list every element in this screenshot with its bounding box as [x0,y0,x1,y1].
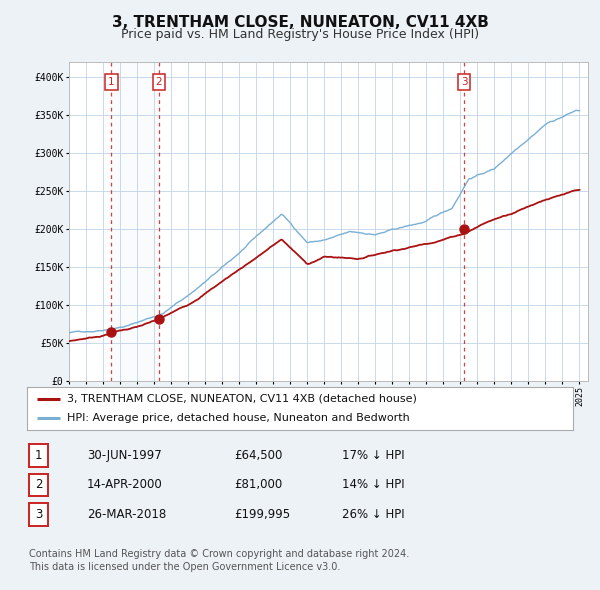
Text: 26% ↓ HPI: 26% ↓ HPI [342,508,404,521]
Text: 17% ↓ HPI: 17% ↓ HPI [342,449,404,462]
Text: £64,500: £64,500 [234,449,283,462]
Text: 2: 2 [155,77,162,87]
Text: 1: 1 [35,449,42,462]
Bar [112,62,159,381]
Text: 3: 3 [35,508,42,521]
Text: HPI: Average price, detached house, Nuneaton and Bedworth: HPI: Average price, detached house, Nune… [67,413,410,423]
Text: Contains HM Land Registry data © Crown copyright and database right 2024.: Contains HM Land Registry data © Crown c… [29,549,409,559]
Text: 14% ↓ HPI: 14% ↓ HPI [342,478,404,491]
Text: £81,000: £81,000 [234,478,282,491]
Text: 3: 3 [461,77,467,87]
Text: 3, TRENTHAM CLOSE, NUNEATON, CV11 4XB (detached house): 3, TRENTHAM CLOSE, NUNEATON, CV11 4XB (d… [67,394,417,404]
Text: 26-MAR-2018: 26-MAR-2018 [87,508,166,521]
Text: 2: 2 [35,478,42,491]
Text: Price paid vs. HM Land Registry's House Price Index (HPI): Price paid vs. HM Land Registry's House … [121,28,479,41]
Text: 3, TRENTHAM CLOSE, NUNEATON, CV11 4XB: 3, TRENTHAM CLOSE, NUNEATON, CV11 4XB [112,15,488,30]
Text: 1: 1 [108,77,115,87]
Text: 14-APR-2000: 14-APR-2000 [87,478,163,491]
Text: 30-JUN-1997: 30-JUN-1997 [87,449,162,462]
Text: £199,995: £199,995 [234,508,290,521]
Text: This data is licensed under the Open Government Licence v3.0.: This data is licensed under the Open Gov… [29,562,340,572]
